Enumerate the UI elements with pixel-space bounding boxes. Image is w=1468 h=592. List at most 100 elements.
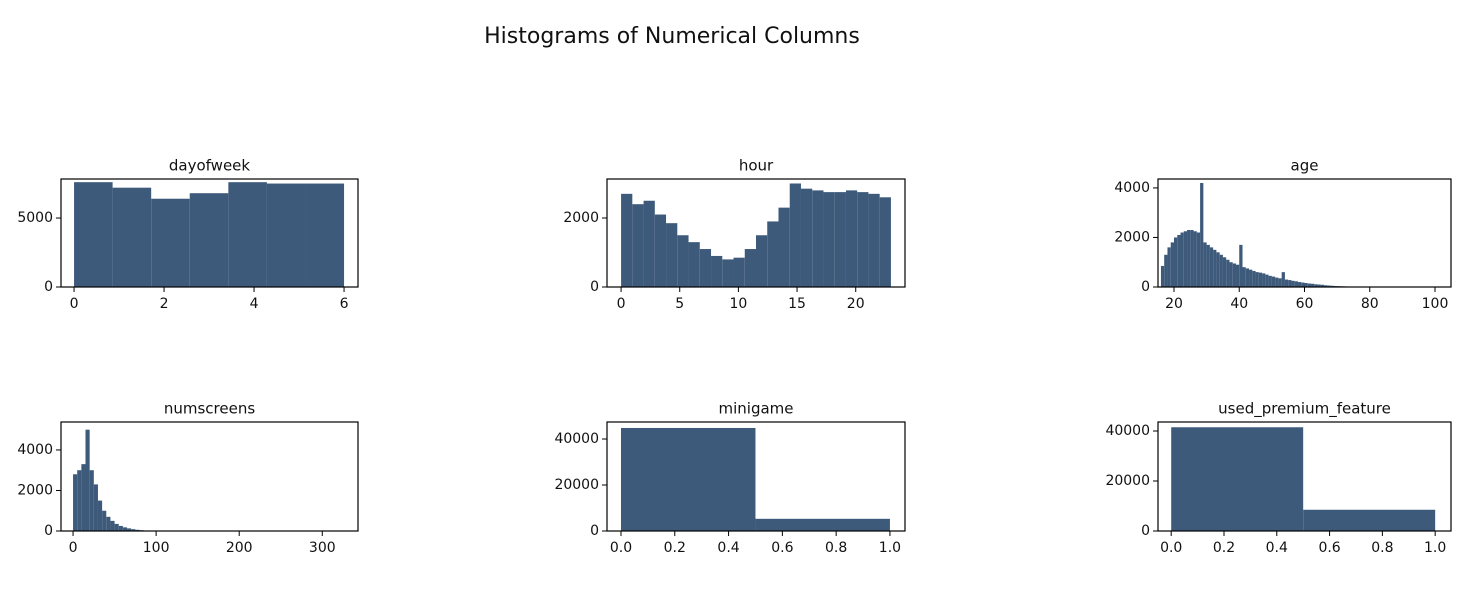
bar xyxy=(77,470,82,531)
y-tick-label: 0 xyxy=(1141,279,1150,295)
x-tick-label: 20 xyxy=(847,296,865,312)
x-tick-label: 0.8 xyxy=(825,540,847,556)
figure-title: Histograms of Numerical Columns xyxy=(484,24,860,49)
subplot-title: age xyxy=(1291,157,1319,175)
x-tick-label: 1.0 xyxy=(1424,540,1446,556)
bar xyxy=(1275,277,1279,287)
x-tick-label: 10 xyxy=(729,296,747,312)
y-tick-label: 5000 xyxy=(17,210,53,226)
bar xyxy=(1242,267,1246,287)
bar xyxy=(879,197,891,287)
bar xyxy=(812,190,824,287)
x-tick-label: 0.4 xyxy=(717,540,739,556)
x-tick-label: 200 xyxy=(226,540,253,556)
bar xyxy=(733,257,745,287)
bar xyxy=(1258,272,1263,287)
bar xyxy=(1190,230,1194,287)
bar xyxy=(654,214,667,287)
bar xyxy=(1255,272,1259,287)
bar xyxy=(1307,283,1312,287)
bar xyxy=(1167,247,1171,287)
bar xyxy=(1281,272,1285,287)
subplot-title: dayofweek xyxy=(169,157,251,175)
subplot-title: used_premium_feature xyxy=(1218,400,1391,419)
bar xyxy=(1216,252,1220,287)
bar xyxy=(189,193,229,287)
bar xyxy=(1183,231,1188,287)
bar xyxy=(688,242,700,287)
x-tick-label: 0.0 xyxy=(1160,540,1182,556)
bar xyxy=(1314,284,1318,287)
bar xyxy=(621,193,633,287)
x-tick-label: 0.2 xyxy=(664,540,686,556)
bar xyxy=(666,223,678,287)
bar xyxy=(127,528,132,531)
bar xyxy=(1173,237,1178,287)
bar xyxy=(110,520,115,531)
bar xyxy=(1304,283,1308,287)
bar xyxy=(800,188,813,287)
bar xyxy=(89,470,94,531)
y-tick-label: 0 xyxy=(1141,523,1150,539)
bar xyxy=(228,182,267,287)
x-tick-label: 6 xyxy=(340,296,349,312)
x-tick-label: 1.0 xyxy=(879,540,901,556)
bar xyxy=(1203,242,1207,287)
axes-frame xyxy=(60,178,359,288)
subplot-title: hour xyxy=(739,157,774,175)
x-tick-label: 300 xyxy=(309,540,336,556)
subplot-title: minigame xyxy=(718,400,793,418)
bar xyxy=(1170,242,1174,287)
y-tick-label: 2000 xyxy=(563,210,599,226)
x-tick-label: 20 xyxy=(1165,296,1183,312)
bar xyxy=(1222,257,1227,287)
x-tick-label: 0.6 xyxy=(1318,540,1340,556)
bar xyxy=(1219,254,1223,287)
x-tick-label: 4 xyxy=(250,296,259,312)
bar xyxy=(1235,264,1240,287)
bar xyxy=(755,518,890,531)
bar xyxy=(643,200,655,287)
bar xyxy=(1229,262,1233,287)
x-tick-label: 100 xyxy=(143,540,170,556)
bar xyxy=(1200,182,1204,287)
bar xyxy=(1288,280,1292,287)
axes-frame xyxy=(606,178,906,288)
bar xyxy=(845,190,858,287)
bar xyxy=(1252,270,1256,287)
bar xyxy=(81,464,86,531)
bar xyxy=(1196,232,1201,287)
x-tick-label: 60 xyxy=(1296,296,1314,312)
bar xyxy=(744,249,756,287)
x-tick-label: 5 xyxy=(675,296,684,312)
y-tick-label: 40000 xyxy=(554,431,599,447)
bar xyxy=(789,183,801,287)
axes-frame xyxy=(606,421,906,532)
bar xyxy=(1297,282,1302,287)
bar xyxy=(1180,232,1184,287)
x-tick-label: 0 xyxy=(617,296,626,312)
bar xyxy=(1278,278,1282,287)
bar xyxy=(1239,244,1243,287)
bar xyxy=(1245,268,1250,287)
bar xyxy=(778,207,790,287)
x-tick-label: 0.6 xyxy=(771,540,793,556)
bar xyxy=(1303,509,1436,531)
bar xyxy=(1320,284,1325,287)
y-tick-label: 2000 xyxy=(17,482,53,498)
axes-frame xyxy=(60,421,359,532)
bar xyxy=(1301,282,1305,287)
bar xyxy=(767,221,779,287)
bar xyxy=(85,429,90,531)
x-tick-label: 0.4 xyxy=(1266,540,1288,556)
bar xyxy=(868,193,880,287)
bar xyxy=(1209,247,1214,287)
bar xyxy=(1311,283,1315,287)
axes-frame xyxy=(1157,421,1452,532)
y-tick-label: 4000 xyxy=(1114,180,1150,196)
bar xyxy=(1213,249,1217,287)
bar xyxy=(1262,273,1266,287)
bar xyxy=(823,192,835,287)
bar xyxy=(620,427,756,531)
